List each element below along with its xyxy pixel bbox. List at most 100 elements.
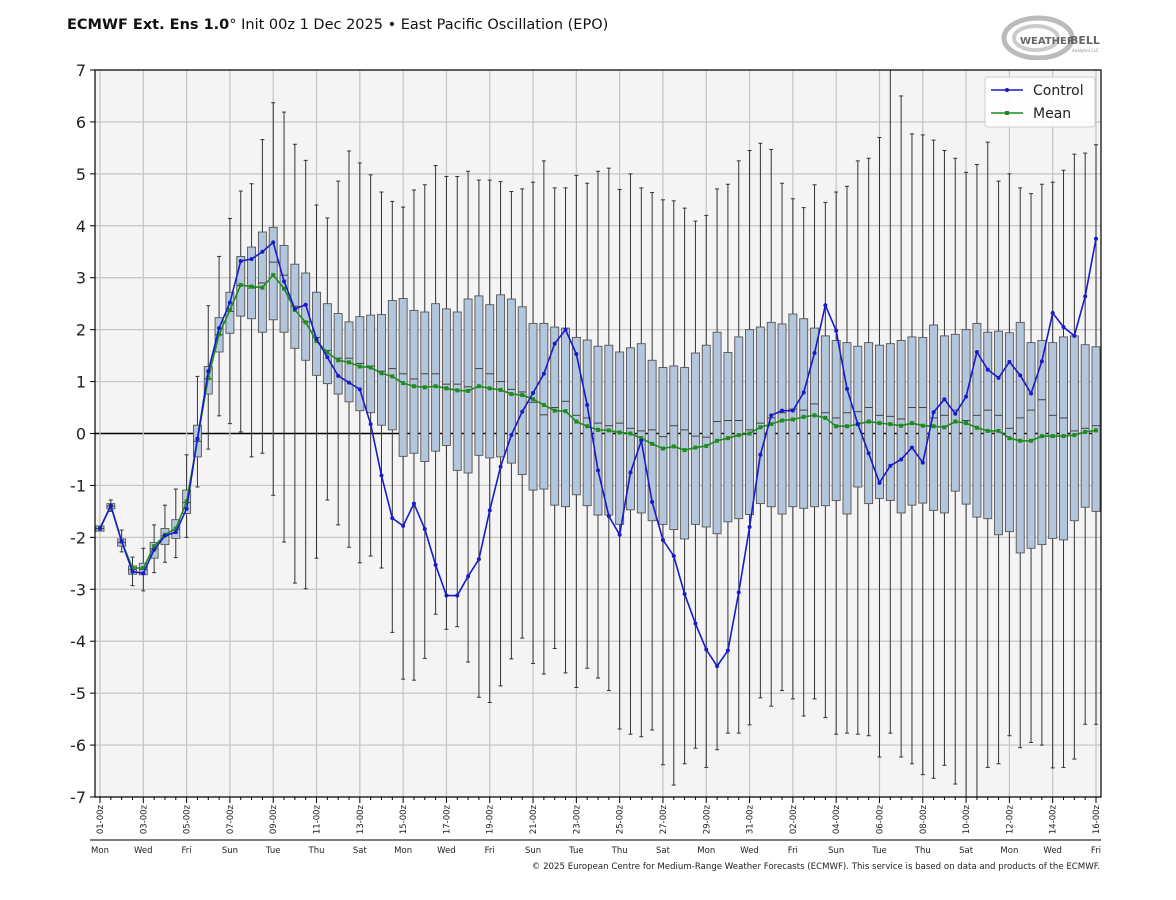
iqr-box — [810, 327, 819, 508]
control-point — [162, 533, 167, 538]
iqr-box — [1015, 321, 1025, 554]
control-point — [769, 413, 774, 418]
y-tick-label: -5 — [70, 684, 86, 703]
ensemble-box — [734, 160, 744, 734]
ensemble-box — [918, 134, 928, 776]
svg-text:Analytics LLC: Analytics LLC — [1072, 48, 1099, 53]
control-point — [758, 452, 763, 457]
iqr-box — [474, 295, 484, 456]
iqr-box — [387, 300, 397, 431]
control-point — [141, 571, 146, 576]
x-tick-label: 11-00z — [313, 804, 323, 834]
control-point — [227, 300, 232, 305]
control-point — [682, 591, 687, 596]
control-point — [173, 530, 178, 535]
control-point — [736, 590, 741, 595]
control-point — [834, 328, 839, 333]
mean-point — [531, 397, 536, 402]
control-point — [671, 554, 676, 559]
control-point — [964, 394, 969, 399]
mean-point — [942, 425, 947, 430]
mean-point — [433, 384, 438, 389]
mean-point — [888, 422, 893, 427]
control-point — [725, 648, 730, 653]
x-tick-label: 04-00z — [832, 804, 842, 834]
x-tick-label: 13-00z — [356, 804, 366, 834]
ensemble-box — [571, 174, 581, 688]
legend-marker — [1005, 111, 1009, 115]
y-tick-label: 2 — [76, 321, 86, 340]
ensemble-box — [528, 181, 538, 665]
control-point — [866, 451, 871, 456]
mean-point — [541, 402, 546, 407]
iqr-box — [333, 313, 343, 395]
mean-point — [931, 424, 936, 429]
iqr-box — [517, 306, 527, 475]
mean-point — [834, 424, 839, 429]
control-point — [780, 408, 785, 413]
control-point — [996, 375, 1001, 380]
iqr-box — [409, 309, 419, 454]
ensemble-box — [474, 179, 484, 698]
ensemble-box — [701, 214, 711, 768]
x-tick-label: 01-00z — [96, 804, 106, 834]
control-point — [303, 302, 308, 307]
x-day-label: Tue — [871, 846, 887, 856]
iqr-box — [918, 336, 928, 504]
x-day-label: Fri — [182, 846, 192, 856]
iqr-box — [431, 303, 441, 452]
x-tick-label: 08-00z — [919, 804, 929, 834]
iqr-box — [322, 303, 332, 385]
ensemble-box — [1015, 187, 1025, 749]
ensemble-box — [1059, 169, 1068, 768]
control-point — [747, 524, 752, 529]
control-point — [617, 532, 622, 537]
mean-point — [152, 544, 157, 549]
control-point — [98, 526, 102, 531]
control-point — [119, 539, 124, 544]
mean-point — [347, 360, 351, 365]
x-day-label: Tue — [265, 846, 281, 856]
mean-point — [758, 425, 763, 430]
mean-point — [227, 307, 232, 312]
iqr-box — [1004, 332, 1014, 533]
iqr-box — [636, 343, 646, 514]
control-point — [812, 351, 817, 356]
ensemble-box — [1048, 181, 1058, 769]
control-point — [401, 523, 406, 528]
mean-point — [747, 431, 752, 436]
control-point — [498, 464, 503, 469]
mean-point — [130, 565, 135, 570]
x-tick-label: 15-00z — [399, 804, 409, 834]
iqr-box — [907, 336, 917, 506]
ensemble-box — [550, 187, 560, 649]
mean-point — [974, 425, 979, 430]
mean-point — [271, 273, 276, 278]
ensemble-box — [961, 171, 971, 798]
iqr-box — [701, 344, 711, 528]
control-point — [509, 433, 514, 438]
mean-point — [1018, 438, 1023, 443]
iqr-box — [1037, 340, 1047, 546]
iqr-box — [658, 367, 668, 525]
iqr-box — [561, 327, 570, 508]
control-point — [801, 390, 806, 395]
ensemble-box — [387, 200, 397, 633]
x-day-label: Sun — [222, 846, 238, 856]
control-point — [184, 506, 189, 511]
x-tick-label: 19-00z — [486, 804, 496, 834]
mean-point — [379, 371, 384, 376]
control-point — [563, 327, 568, 332]
y-tick-label: 3 — [76, 269, 86, 288]
mean-point — [769, 422, 774, 427]
mean-point — [498, 387, 503, 392]
iqr-box — [972, 322, 982, 518]
control-point — [1029, 391, 1034, 396]
ensemble-box — [431, 165, 441, 615]
ensemble-box — [441, 175, 451, 630]
mean-point — [996, 428, 1001, 433]
x-day-label: Sun — [525, 846, 541, 856]
y-tick-label: -1 — [70, 476, 86, 495]
control-point — [693, 621, 698, 626]
iqr-box — [1048, 342, 1058, 539]
